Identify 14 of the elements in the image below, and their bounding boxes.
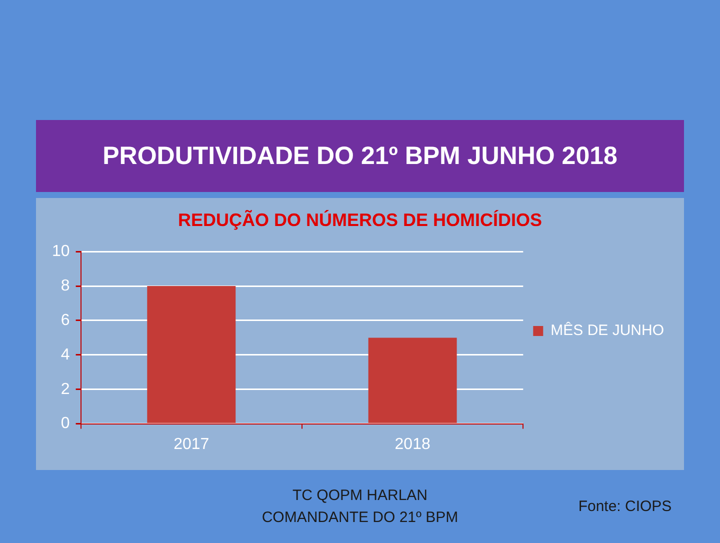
- y-tick-label: 6: [60, 312, 70, 329]
- chart-title: PRODUTIVIDADE DO 21º BPM JUNHO 2018: [102, 142, 618, 170]
- x-tick-label: 2017: [174, 436, 210, 453]
- y-tick-label: 10: [52, 243, 70, 260]
- text: COMANDANTE DO 21º BPM: [262, 509, 458, 526]
- y-tick-label: 4: [60, 346, 70, 364]
- y-tick-label: 0: [60, 415, 70, 432]
- y-tick-label: 2: [60, 380, 70, 398]
- chart-subtitle: REDUÇÃO DO NÚMEROS DE HOMICÍDIOS: [178, 208, 542, 230]
- x-tick-label: 2018: [394, 436, 430, 453]
- legend-label: MÊS DE JUNHO: [550, 321, 664, 340]
- y-tick-label: 8: [60, 277, 70, 294]
- source-note: Fonte: CIOPS: [578, 498, 672, 515]
- text: TC QOPM HARLAN: [292, 487, 428, 504]
